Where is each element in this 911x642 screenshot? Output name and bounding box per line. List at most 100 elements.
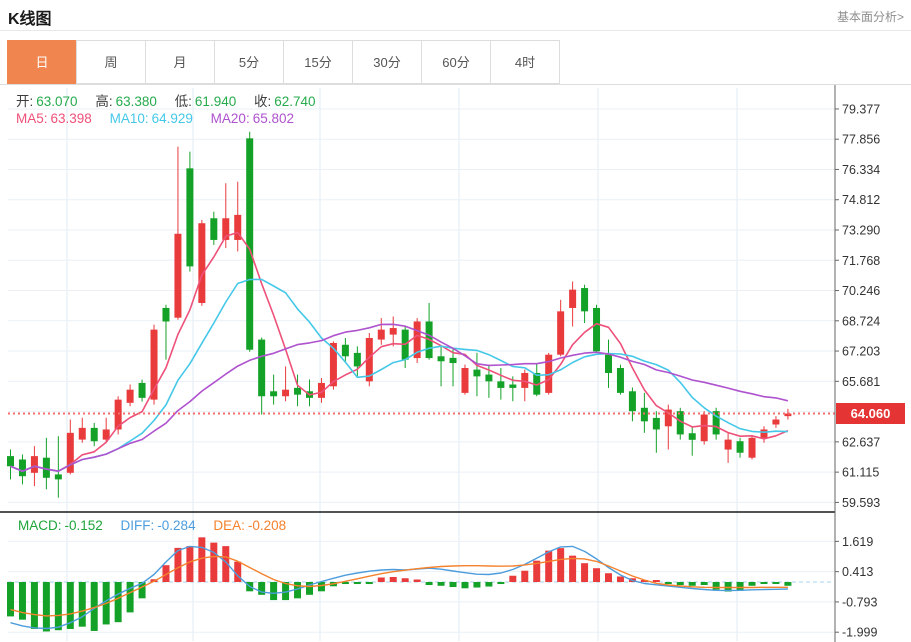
macd-bar[interactable] bbox=[54, 582, 62, 631]
macd-bar[interactable] bbox=[270, 582, 278, 601]
macd-bar[interactable] bbox=[7, 582, 14, 617]
macd-bar[interactable] bbox=[700, 582, 708, 586]
macd-bar[interactable] bbox=[114, 582, 122, 623]
macd-bar[interactable] bbox=[772, 582, 780, 585]
macd-bar[interactable] bbox=[521, 570, 529, 583]
macd-bar[interactable] bbox=[30, 582, 38, 629]
candle-body[interactable] bbox=[377, 329, 385, 340]
tab-day[interactable]: 日 bbox=[7, 40, 77, 84]
macd-bar[interactable] bbox=[198, 537, 206, 583]
candle-body[interactable] bbox=[341, 344, 349, 357]
macd-bar[interactable] bbox=[353, 582, 361, 585]
tab-15min[interactable]: 15分 bbox=[283, 40, 353, 84]
candle-body[interactable] bbox=[581, 288, 589, 312]
macd-bar[interactable] bbox=[18, 582, 26, 620]
macd-bar[interactable] bbox=[222, 546, 230, 583]
tab-month[interactable]: 月 bbox=[145, 40, 215, 84]
tab-60min[interactable]: 60分 bbox=[421, 40, 491, 84]
macd-bar[interactable] bbox=[581, 563, 589, 583]
candle-body[interactable] bbox=[138, 382, 146, 398]
macd-bar[interactable] bbox=[748, 582, 756, 586]
candle-body[interactable] bbox=[270, 391, 278, 397]
candle-body[interactable] bbox=[652, 417, 660, 430]
tab-4hour[interactable]: 4时 bbox=[490, 40, 560, 84]
candle-body[interactable] bbox=[413, 321, 421, 359]
macd-bar[interactable] bbox=[676, 582, 684, 586]
candle-body[interactable] bbox=[210, 218, 218, 240]
candle-body[interactable] bbox=[616, 368, 624, 393]
macd-bar[interactable] bbox=[497, 582, 505, 585]
candle-body[interactable] bbox=[461, 368, 469, 393]
macd-bar[interactable] bbox=[66, 582, 74, 629]
candle-body[interactable] bbox=[42, 457, 50, 478]
macd-bar[interactable] bbox=[760, 582, 768, 585]
candle-body[interactable] bbox=[724, 439, 732, 450]
candle-body[interactable] bbox=[174, 233, 182, 318]
candle-body[interactable] bbox=[545, 354, 553, 393]
tab-5min[interactable]: 5分 bbox=[214, 40, 284, 84]
candle-body[interactable] bbox=[317, 382, 325, 398]
candle-body[interactable] bbox=[605, 354, 612, 373]
candle-body[interactable] bbox=[676, 411, 684, 435]
candle-body[interactable] bbox=[784, 413, 792, 417]
macd-bar[interactable] bbox=[78, 582, 86, 627]
candle-body[interactable] bbox=[485, 374, 493, 382]
macd-bar[interactable] bbox=[485, 582, 493, 587]
candle-body[interactable] bbox=[162, 307, 170, 322]
macd-bar[interactable] bbox=[341, 582, 349, 585]
candle-body[interactable] bbox=[664, 409, 672, 427]
macd-bar[interactable] bbox=[282, 582, 290, 601]
macd-bar[interactable] bbox=[126, 582, 134, 613]
macd-bar[interactable] bbox=[652, 580, 660, 583]
tab-week[interactable]: 周 bbox=[76, 40, 146, 84]
candle-body[interactable] bbox=[389, 328, 397, 335]
macd-bar[interactable] bbox=[425, 582, 433, 586]
macd-bar[interactable] bbox=[234, 561, 242, 583]
candle-body[interactable] bbox=[7, 456, 14, 467]
candle-body[interactable] bbox=[509, 384, 517, 388]
macd-bar[interactable] bbox=[724, 582, 732, 592]
macd-bar[interactable] bbox=[569, 555, 577, 583]
macd-bar[interactable] bbox=[688, 582, 696, 586]
candle-body[interactable] bbox=[760, 429, 768, 438]
macd-bar[interactable] bbox=[784, 582, 792, 586]
macd-bar[interactable] bbox=[162, 565, 170, 583]
candle-body[interactable] bbox=[437, 356, 445, 362]
macd-bar[interactable] bbox=[605, 573, 612, 583]
macd-bar[interactable] bbox=[664, 582, 672, 585]
macd-bar[interactable] bbox=[365, 582, 373, 585]
fundamental-analysis-link[interactable]: 基本面分析> bbox=[836, 10, 904, 24]
candle-body[interactable] bbox=[126, 389, 134, 403]
candle-body[interactable] bbox=[712, 411, 720, 435]
macd-bar[interactable] bbox=[616, 576, 624, 583]
candle-body[interactable] bbox=[234, 214, 242, 240]
candle-body[interactable] bbox=[246, 138, 254, 350]
candle-body[interactable] bbox=[557, 311, 565, 355]
candle-body[interactable] bbox=[90, 427, 98, 442]
candle-body[interactable] bbox=[18, 459, 26, 477]
candle-body[interactable] bbox=[736, 441, 744, 453]
macd-bar[interactable] bbox=[413, 579, 421, 583]
candle-body[interactable] bbox=[54, 474, 62, 480]
macd-bar[interactable] bbox=[258, 582, 266, 595]
macd-bar[interactable] bbox=[42, 582, 50, 632]
candle-body[interactable] bbox=[30, 456, 38, 473]
candle-body[interactable] bbox=[329, 342, 337, 387]
candle-body[interactable] bbox=[222, 218, 230, 240]
candle-body[interactable] bbox=[186, 168, 194, 267]
macd-bar[interactable] bbox=[557, 548, 565, 583]
macd-bar[interactable] bbox=[437, 582, 445, 586]
macd-bar[interactable] bbox=[449, 582, 457, 588]
macd-bar[interactable] bbox=[593, 568, 601, 583]
macd-bar[interactable] bbox=[736, 582, 744, 591]
macd-bar[interactable] bbox=[461, 582, 469, 589]
macd-bar[interactable] bbox=[389, 576, 397, 583]
macd-bar[interactable] bbox=[712, 582, 720, 590]
candle-body[interactable] bbox=[294, 387, 302, 395]
macd-bar[interactable] bbox=[138, 582, 146, 599]
candle-body[interactable] bbox=[593, 307, 601, 352]
macd-bar[interactable] bbox=[473, 582, 481, 588]
candle-body[interactable] bbox=[258, 339, 266, 397]
candle-body[interactable] bbox=[365, 337, 373, 382]
macd-bar[interactable] bbox=[210, 542, 218, 583]
